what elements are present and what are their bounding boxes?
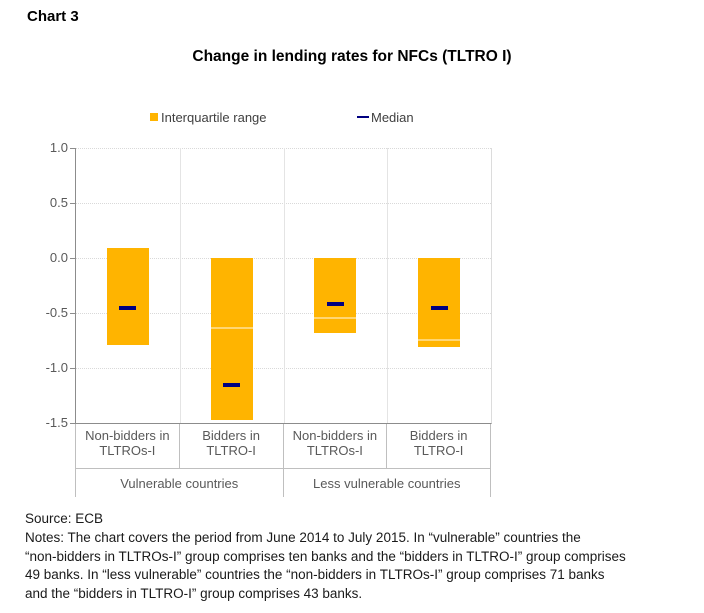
median-marker: [430, 305, 448, 310]
group-cell: Less vulnerable countries: [284, 469, 491, 497]
category-separator: [179, 148, 181, 423]
category-cell: Bidders in TLTRO-I: [180, 424, 284, 468]
iqr-bar: [418, 258, 461, 348]
category-label-line2: TLTRO-I: [206, 442, 256, 458]
category-separator: [283, 148, 285, 423]
category-label-line1: Bidders in: [409, 428, 468, 443]
chart-number-label: Chart 3: [27, 8, 79, 25]
bar-segment-boundary: [210, 327, 253, 330]
y-tick-label: 0.0: [49, 250, 68, 265]
median-marker: [223, 382, 241, 387]
bar-segment-boundary: [314, 317, 357, 320]
y-axis-labels: 1.0 0.5 0.0 -0.5 -1.0 -1.5: [18, 140, 68, 430]
category-label-line1: Bidders in: [202, 428, 261, 443]
median-marker: [119, 305, 137, 310]
y-tick-mark: [70, 203, 75, 204]
y-axis-ticks: [70, 148, 75, 424]
category-cell: Non-bidders in TLTROs-I: [284, 424, 388, 468]
iqr-bar: [314, 258, 357, 333]
y-tick-label: -1.0: [45, 360, 68, 375]
legend-item-interquartile-range: Interquartile range: [150, 109, 267, 125]
category-label-line1: Non-bidders in: [292, 428, 378, 443]
legend-item-median: Median: [357, 109, 414, 125]
median-marker: [326, 302, 344, 307]
category-cell: Bidders in TLTRO-I: [387, 424, 491, 468]
category-label-line2: TLTROs-I: [99, 442, 156, 458]
plot-area: [75, 148, 492, 424]
y-tick-mark: [70, 368, 75, 369]
iqr-bar: [106, 248, 149, 345]
legend-label: Median: [371, 109, 414, 125]
chart-title: Change in lending rates for NFCs (TLTRO …: [192, 48, 512, 65]
category-label-line2: TLTRO-I: [413, 442, 464, 458]
median-dash-icon: [357, 115, 369, 119]
y-tick-label: 1.0: [49, 140, 68, 155]
y-tick-label: -0.5: [45, 305, 68, 320]
y-tick-label: -1.5: [45, 415, 68, 430]
y-tick-mark: [70, 258, 75, 259]
group-cell: Vulnerable countries: [76, 469, 284, 497]
iqr-bar: [210, 258, 253, 420]
category-label-line2: TLTROs-I: [306, 442, 363, 458]
notes-line: “non-bidders in TLTROs-I” group comprise…: [25, 548, 626, 564]
category-separator: [387, 148, 389, 423]
notes-line: and the “bidders in TLTRO-I” group compr…: [25, 585, 363, 601]
category-cell: Non-bidders in TLTROs-I: [76, 424, 180, 468]
notes-line: Notes: The chart covers the period from …: [25, 530, 581, 545]
category-row: Non-bidders in TLTROs-I Bidders in TLTRO-I N…: [75, 424, 491, 469]
interquartile-range-swatch-icon: [150, 113, 158, 121]
legend-label: Interquartile range: [161, 109, 267, 125]
group-row: Vulnerable countries Less vulnerable coun…: [75, 469, 491, 497]
notes-block: Notes: The chart covers the period from …: [25, 529, 626, 603]
y-tick-label: 0.5: [49, 195, 68, 210]
source-text: Source: ECB: [25, 511, 104, 526]
category-label-line1: Non-bidders in: [85, 428, 170, 443]
y-tick-mark: [70, 148, 75, 149]
notes-line: 49 banks. In “less vulnerable” countries…: [25, 567, 605, 583]
bar-segment-boundary: [418, 339, 461, 342]
y-tick-mark: [70, 313, 75, 314]
y-tick-mark: [70, 423, 75, 424]
